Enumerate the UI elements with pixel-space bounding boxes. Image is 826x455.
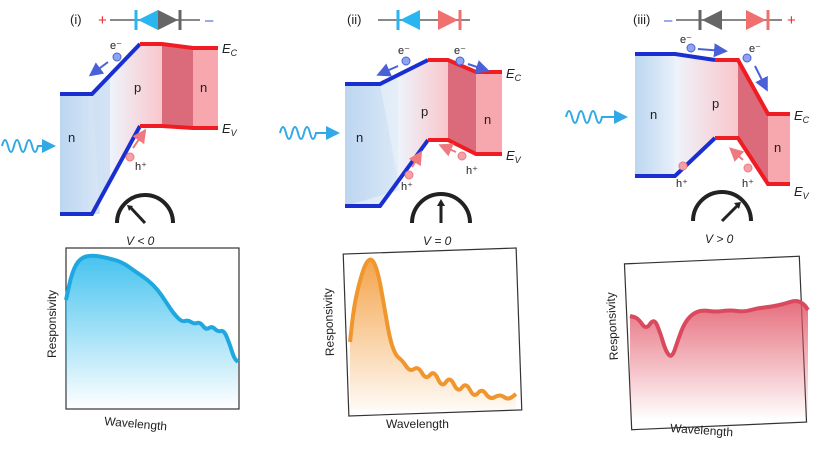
y-axis-label: Responsivity <box>603 292 621 361</box>
diode-schematic <box>378 10 470 30</box>
x-axis-label: Wavelength <box>386 417 449 431</box>
conduction-band-right <box>140 42 218 50</box>
hole-label: h⁺ <box>676 178 688 190</box>
depletion-region <box>448 60 476 154</box>
panel-label: (iii) <box>633 12 650 27</box>
electron-icon <box>742 53 752 63</box>
polarity-minus: – <box>205 12 214 29</box>
region-n1-label: n <box>68 130 75 145</box>
hole-icon <box>457 151 467 161</box>
panel-ii: (ii) n p n EC EV e⁻ e⁻ h⁺ h⁺ <box>279 10 523 431</box>
electron-icon <box>401 56 411 66</box>
bias-gauge-icon <box>691 190 753 223</box>
polarity-plus: + <box>98 12 107 29</box>
diode-right-icon <box>438 10 458 30</box>
region-n2 <box>476 72 502 154</box>
ev-label: EV <box>506 148 522 165</box>
polarity-minus: – <box>664 12 673 29</box>
responsivity-curve <box>348 257 518 401</box>
region-n2-label: n <box>200 80 207 95</box>
region-n2 <box>768 114 790 184</box>
x-axis-label: Wavelength <box>104 414 168 433</box>
light-wave-icon <box>279 126 340 140</box>
hole-icon <box>125 152 135 162</box>
bias-label: V < 0 <box>126 234 155 248</box>
hole-label: h⁺ <box>466 165 478 177</box>
ec-label: EC <box>506 66 522 83</box>
bias-gauge-icon <box>410 192 472 224</box>
bias-gauge-icon <box>115 193 175 225</box>
ec-label: EC <box>222 41 238 58</box>
ev-label: EV <box>222 121 238 138</box>
responsivity-fill <box>66 255 238 409</box>
region-p-label: p <box>421 104 428 119</box>
diode-schematic: + – <box>98 10 214 30</box>
region-n2-label: n <box>484 112 491 127</box>
region-p <box>398 60 448 182</box>
region-p-label: p <box>712 96 719 111</box>
depletion-region <box>738 60 768 184</box>
responsivity-curve <box>629 299 810 358</box>
conduction-band-left <box>345 58 429 86</box>
hole-label: h⁺ <box>135 161 147 173</box>
hole-icon <box>404 170 414 180</box>
electron-icon <box>112 52 122 62</box>
region-n2 <box>193 48 218 128</box>
conduction-band-left <box>60 42 142 96</box>
region-n1 <box>635 54 675 176</box>
conduction-band-right <box>715 58 790 116</box>
light-wave-icon <box>1 139 56 153</box>
responsivity-fill <box>630 301 808 420</box>
region-n1-label: n <box>650 107 657 122</box>
electron-label: e⁻ <box>454 45 466 57</box>
panel-iii: (iii) – + n p n EC EV e⁻ e⁻ h⁺ h⁺ <box>565 10 810 439</box>
valence-band-right <box>140 124 218 130</box>
electron-label: e⁻ <box>680 34 692 46</box>
electron-icon <box>686 43 696 53</box>
hole-icon <box>678 161 688 171</box>
ec-label: EC <box>794 108 810 125</box>
region-p <box>110 44 162 182</box>
valence-band-right <box>428 138 502 156</box>
diode-left-icon <box>400 10 420 30</box>
electron-label: e⁻ <box>110 40 122 52</box>
electron-icon <box>455 56 465 66</box>
diode-right-icon <box>746 10 766 30</box>
y-axis-label: Responsivity <box>45 290 59 358</box>
panel-label: (ii) <box>347 12 361 27</box>
diode-left-icon <box>138 10 158 30</box>
region-n1-label: n <box>356 130 363 145</box>
hole-icon <box>743 163 753 173</box>
responsivity-fill <box>350 259 516 410</box>
region-p <box>675 54 738 176</box>
ev-label: EV <box>794 184 810 201</box>
x-axis-label: Wavelength <box>670 421 734 439</box>
electron-label: e⁻ <box>398 45 410 57</box>
region-p-label: p <box>134 80 141 95</box>
diode-right-icon <box>158 10 178 30</box>
region-n2-label: n <box>774 140 781 155</box>
panel-label: (i) <box>70 12 82 27</box>
bias-label: V > 0 <box>705 232 734 246</box>
valence-band-left <box>60 125 142 216</box>
depletion-region <box>162 44 193 128</box>
valence-band-right <box>715 136 790 186</box>
panel-i: (i) + – n p n EC EV e⁻ h⁺ <box>1 10 240 433</box>
hole-label: h⁺ <box>401 181 413 193</box>
hole-label: h⁺ <box>742 178 754 190</box>
bias-label: V = 0 <box>423 234 452 248</box>
chart-frame <box>342 247 523 417</box>
y-axis-label: Responsivity <box>321 288 337 356</box>
diode-schematic: – + <box>664 10 796 30</box>
polarity-plus: + <box>787 12 796 29</box>
diode-left-icon <box>702 10 722 30</box>
conduction-band-left <box>635 52 716 62</box>
responsivity-curve <box>64 253 240 364</box>
electron-label: e⁻ <box>749 43 761 55</box>
valence-band-left <box>635 136 717 178</box>
light-wave-icon <box>565 110 628 124</box>
